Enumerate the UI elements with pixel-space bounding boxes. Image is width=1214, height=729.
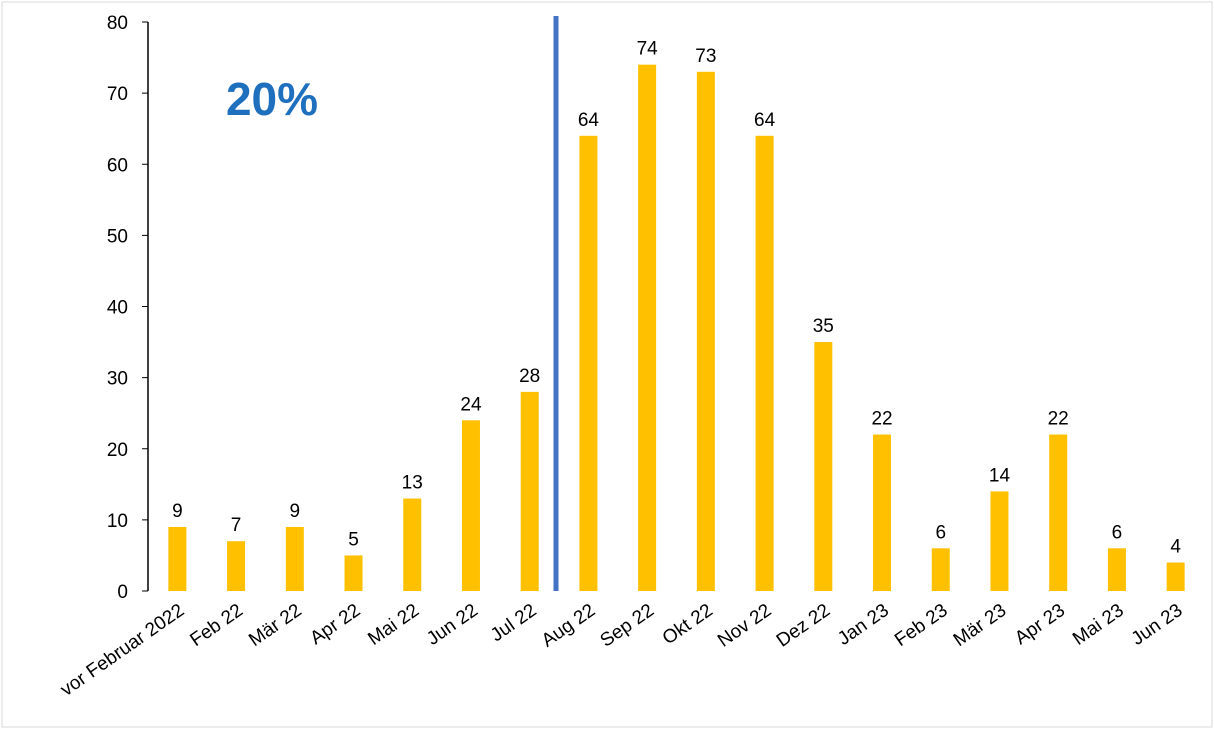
annotation: 20% — [226, 73, 318, 125]
value-label: 9 — [290, 501, 301, 522]
y-tick-label: 30 — [107, 369, 128, 390]
bar — [814, 342, 833, 591]
value-label: 22 — [1048, 409, 1069, 430]
value-label: 5 — [348, 529, 359, 550]
value-label: 24 — [460, 394, 482, 415]
bar — [1049, 434, 1068, 591]
value-label: 6 — [1112, 522, 1123, 543]
bar — [755, 135, 774, 592]
value-label: 28 — [519, 366, 540, 387]
value-label: 6 — [935, 522, 946, 543]
value-label: 14 — [989, 465, 1011, 486]
bar — [285, 526, 304, 591]
bar — [520, 391, 539, 591]
bar — [403, 498, 422, 591]
bar — [344, 555, 363, 591]
y-tick-label: 0 — [117, 582, 128, 603]
bar — [931, 548, 950, 591]
y-tick-label: 40 — [107, 298, 128, 319]
bar — [638, 64, 657, 592]
value-label: 74 — [637, 39, 659, 60]
bar — [227, 541, 246, 591]
value-label: 64 — [754, 110, 776, 131]
value-label: 4 — [1170, 537, 1181, 558]
value-label: 35 — [813, 316, 834, 337]
y-tick-label: 50 — [107, 226, 128, 247]
value-label: 73 — [695, 46, 716, 67]
bar — [696, 71, 715, 592]
y-tick-label: 20 — [107, 440, 128, 461]
bar — [168, 526, 187, 591]
value-label: 7 — [231, 515, 242, 536]
bar — [461, 420, 480, 591]
value-label: 22 — [871, 409, 892, 430]
bar — [1166, 562, 1185, 591]
bar — [873, 434, 892, 591]
y-tick-label: 70 — [107, 84, 128, 105]
value-label: 13 — [402, 473, 423, 494]
bar — [579, 135, 598, 592]
bar — [1107, 548, 1126, 591]
value-label: 9 — [172, 501, 183, 522]
bar — [990, 491, 1009, 591]
value-label: 64 — [578, 110, 600, 131]
y-tick-label: 10 — [107, 511, 128, 532]
y-tick-label: 80 — [107, 13, 128, 34]
y-tick-label: 60 — [107, 155, 128, 176]
